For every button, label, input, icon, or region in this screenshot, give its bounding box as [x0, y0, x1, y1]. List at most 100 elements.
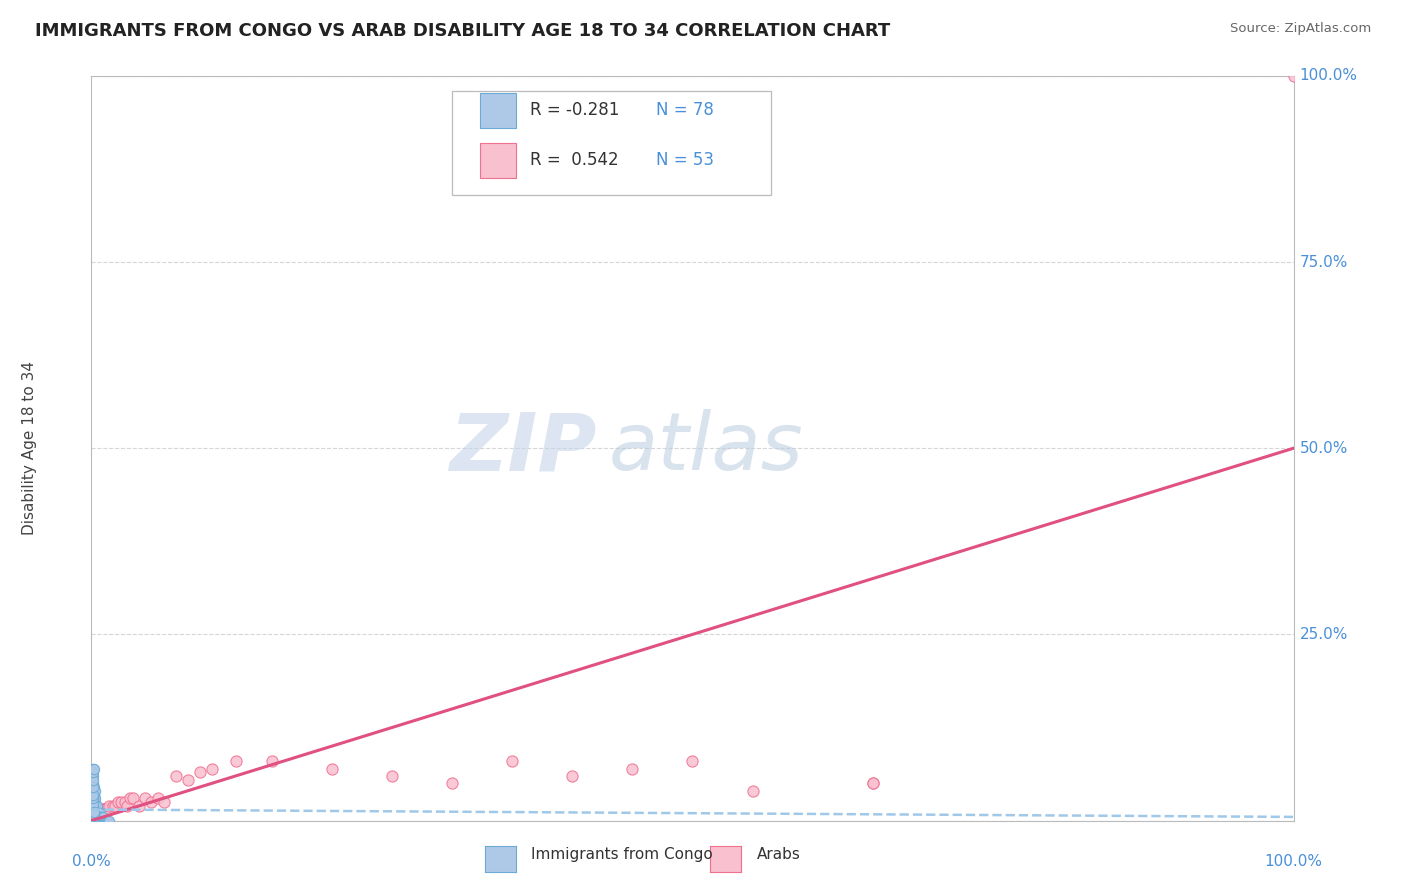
Text: N = 78: N = 78: [657, 102, 714, 120]
Point: [84, 806, 107, 821]
Point: [501, 754, 523, 768]
Point: [91, 814, 114, 828]
Point: [260, 754, 283, 768]
Point: [83, 810, 105, 824]
Text: R =  0.542: R = 0.542: [530, 152, 619, 169]
Point: [87, 806, 110, 821]
Point: [82, 765, 104, 780]
Point: [83, 795, 105, 809]
Point: [91, 802, 114, 816]
Point: [82, 772, 104, 787]
Point: [89, 806, 111, 821]
Point: [82, 762, 104, 776]
Point: [82, 806, 104, 821]
FancyBboxPatch shape: [451, 91, 770, 195]
Point: [82, 798, 104, 813]
Text: 50.0%: 50.0%: [1299, 441, 1348, 456]
Point: [107, 795, 129, 809]
Point: [117, 798, 139, 813]
Point: [96, 814, 118, 828]
Point: [90, 814, 112, 828]
Point: [152, 795, 174, 809]
Point: [86, 798, 108, 813]
Point: [86, 810, 108, 824]
Point: [321, 762, 343, 776]
Point: [84, 814, 107, 828]
Point: [82, 780, 104, 794]
Point: [83, 810, 105, 824]
Point: [84, 810, 107, 824]
Point: [128, 798, 150, 813]
Text: IMMIGRANTS FROM CONGO VS ARAB DISABILITY AGE 18 TO 34 CORRELATION CHART: IMMIGRANTS FROM CONGO VS ARAB DISABILITY…: [35, 22, 890, 40]
Point: [84, 810, 107, 824]
Point: [82, 797, 104, 812]
Point: [90, 806, 112, 821]
Point: [1282, 69, 1305, 83]
Point: [165, 769, 187, 783]
Point: [98, 798, 121, 813]
Point: [87, 814, 110, 828]
Point: [86, 802, 108, 816]
Point: [89, 810, 111, 824]
Point: [118, 791, 141, 805]
Point: [94, 802, 117, 816]
Point: [86, 814, 108, 828]
Point: [84, 798, 107, 813]
Point: [84, 795, 107, 809]
Point: [176, 772, 198, 787]
Point: [84, 806, 107, 821]
Point: [80, 798, 103, 813]
Point: [84, 814, 107, 828]
Point: [82, 805, 104, 819]
Point: [87, 806, 110, 821]
Point: [201, 762, 224, 776]
Point: [93, 810, 115, 824]
Point: [101, 798, 124, 813]
Point: [86, 810, 108, 824]
Point: [114, 795, 136, 809]
Point: [146, 791, 169, 805]
Point: [82, 769, 104, 783]
Point: [225, 754, 247, 768]
Point: [93, 814, 115, 828]
Point: [83, 780, 105, 794]
Point: [621, 762, 644, 776]
Text: ZIP: ZIP: [449, 409, 596, 487]
Point: [82, 791, 104, 805]
Point: [87, 810, 110, 824]
Point: [83, 806, 105, 821]
Point: [83, 784, 105, 798]
Point: [82, 810, 104, 824]
Point: [97, 814, 120, 828]
Point: [381, 769, 404, 783]
Text: atlas: atlas: [609, 409, 803, 487]
Text: Arabs: Arabs: [756, 847, 800, 862]
Point: [83, 805, 105, 819]
Point: [91, 810, 114, 824]
Point: [82, 802, 104, 816]
Point: [83, 791, 105, 805]
Point: [82, 788, 104, 802]
Point: [82, 806, 104, 821]
Point: [86, 806, 108, 821]
Point: [93, 802, 115, 816]
Point: [86, 802, 108, 816]
Text: Source: ZipAtlas.com: Source: ZipAtlas.com: [1230, 22, 1371, 36]
Point: [83, 788, 105, 802]
Point: [80, 810, 103, 824]
Point: [83, 814, 105, 828]
Point: [83, 809, 105, 823]
Point: [82, 814, 104, 828]
Point: [862, 776, 884, 790]
Bar: [479, 93, 516, 128]
Point: [83, 762, 105, 776]
Text: 25.0%: 25.0%: [1299, 627, 1348, 642]
Point: [98, 802, 121, 816]
Point: [84, 810, 107, 824]
Point: [83, 806, 105, 821]
Point: [82, 814, 104, 828]
Point: [440, 776, 463, 790]
Point: [84, 784, 107, 798]
Point: [82, 795, 104, 809]
Text: 100.0%: 100.0%: [1299, 69, 1358, 83]
